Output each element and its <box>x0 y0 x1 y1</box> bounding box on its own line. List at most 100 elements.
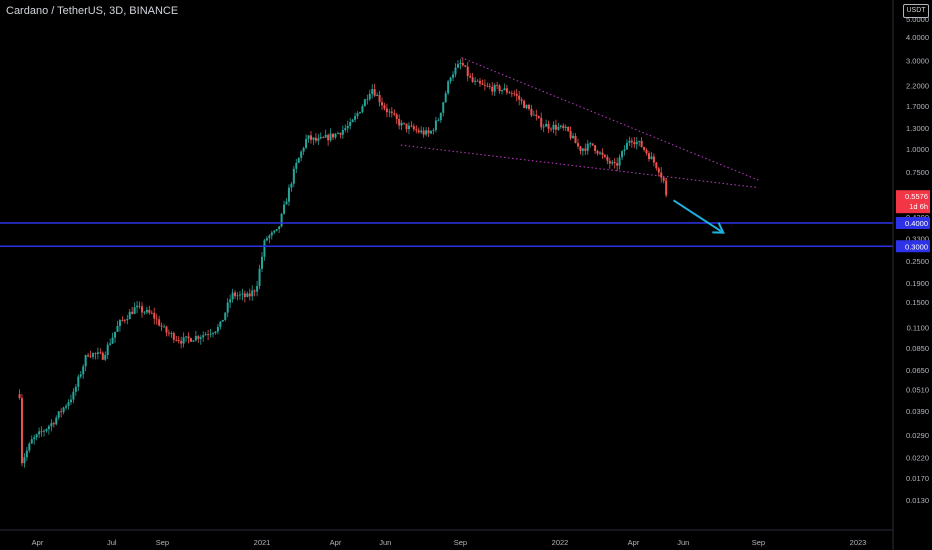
candle-body <box>275 228 278 231</box>
candle-body <box>307 135 310 139</box>
candle-body <box>187 336 190 339</box>
candle-body <box>503 88 506 91</box>
candle-body <box>584 148 587 151</box>
price-tick-label: 0.3300 <box>906 235 929 244</box>
candle-body <box>314 137 317 141</box>
candle-body <box>140 306 143 313</box>
candle-body <box>518 95 521 100</box>
time-tick-label: 2023 <box>850 538 867 547</box>
level-badge <box>896 240 930 253</box>
candle-body <box>635 141 638 145</box>
candle-body <box>101 352 104 360</box>
candles-layer <box>18 57 668 468</box>
candle-body <box>344 128 347 130</box>
candle-body <box>447 81 450 94</box>
candle-body <box>143 312 146 314</box>
candle-body <box>295 162 298 169</box>
candle-body <box>185 336 188 338</box>
candle-body <box>18 394 21 399</box>
candle-body <box>444 93 447 103</box>
candle-body <box>28 443 31 451</box>
candle-body <box>123 320 126 321</box>
candle-body <box>346 125 349 129</box>
candle-body <box>471 77 474 82</box>
candle-body <box>238 294 241 296</box>
candle-body <box>302 147 305 152</box>
candle-body <box>319 137 322 139</box>
candle-body <box>371 89 374 94</box>
candle-body <box>481 83 484 85</box>
candle-body <box>172 333 175 340</box>
candle-body <box>469 75 472 78</box>
candle-body <box>25 450 28 458</box>
candle-body <box>430 130 433 134</box>
candle-body <box>574 135 577 144</box>
candle-body <box>109 343 112 345</box>
candle-body <box>552 124 555 130</box>
candle-body <box>606 156 609 161</box>
candle-body <box>79 374 82 377</box>
candle-body <box>87 355 90 357</box>
candle-body <box>505 88 508 93</box>
candle-body <box>23 457 26 464</box>
symbol-title: Cardano / TetherUS, 3D, BINANCE <box>6 5 179 17</box>
candle-body <box>84 355 87 367</box>
candle-body <box>155 318 158 320</box>
candle-body <box>182 337 185 344</box>
price-tick-label: 0.0130 <box>906 496 929 505</box>
candle-body <box>263 240 266 257</box>
candle-body <box>363 99 366 107</box>
trendline <box>400 144 759 189</box>
candle-body <box>501 90 504 92</box>
time-tick-label: 2021 <box>254 538 271 547</box>
candle-body <box>405 123 408 130</box>
candle-body <box>461 63 464 66</box>
candle-body <box>464 65 467 67</box>
candle-body <box>625 142 628 150</box>
candle-body <box>309 135 312 140</box>
time-tick-label: Sep <box>454 538 467 547</box>
candle-body <box>270 232 273 236</box>
candle-body <box>643 147 646 150</box>
candle-body <box>297 157 300 163</box>
candle-body <box>547 123 550 129</box>
candle-body <box>376 94 379 96</box>
candle-body <box>354 116 357 120</box>
candle-body <box>65 405 68 408</box>
candle-body <box>488 86 491 87</box>
time-tick-label: Apr <box>330 538 342 547</box>
candle-body <box>613 162 616 164</box>
candle-body <box>557 126 560 130</box>
candle-body <box>292 168 295 184</box>
candle-body <box>214 331 217 334</box>
price-tick-label: 0.1900 <box>906 279 929 288</box>
price-tick-label: 0.1500 <box>906 298 929 307</box>
candle-body <box>280 213 283 227</box>
candle-body <box>202 335 205 338</box>
candle-body <box>234 292 237 297</box>
candle-body <box>390 111 393 114</box>
candle-body <box>62 407 65 413</box>
candle-body <box>131 311 134 314</box>
candle-body <box>312 137 315 140</box>
candle-body <box>640 140 643 148</box>
candle-body <box>138 305 141 307</box>
price-tick-label: 0.0650 <box>906 366 929 375</box>
candle-body <box>513 93 516 95</box>
candle-body <box>212 333 215 334</box>
candle-body <box>40 431 43 433</box>
candle-body <box>476 80 479 82</box>
price-tick-label: 0.0510 <box>906 385 929 394</box>
candle-body <box>596 150 599 154</box>
level-badge-label: 0.3000 <box>905 242 928 251</box>
candle-body <box>356 113 359 117</box>
candle-body <box>197 336 200 339</box>
currency-button[interactable]: USDT <box>903 4 929 18</box>
candle-body <box>630 140 633 143</box>
candle-body <box>33 437 36 440</box>
candle-body <box>532 114 535 116</box>
candle-body <box>118 320 121 326</box>
candle-body <box>189 338 192 342</box>
candle-body <box>603 154 606 157</box>
